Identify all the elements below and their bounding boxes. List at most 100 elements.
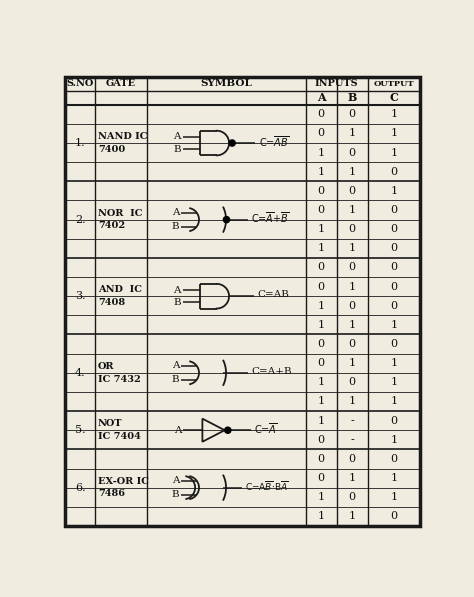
- Text: OUTPUT: OUTPUT: [374, 80, 414, 88]
- Text: 1: 1: [349, 244, 356, 253]
- Text: 0: 0: [318, 435, 325, 445]
- Text: 0: 0: [349, 224, 356, 234]
- Text: B: B: [172, 375, 180, 384]
- Text: 3.: 3.: [75, 291, 85, 301]
- Text: GATE: GATE: [106, 79, 136, 88]
- Text: B: B: [347, 93, 357, 103]
- Text: 0: 0: [318, 263, 325, 272]
- Text: 0: 0: [349, 377, 356, 387]
- Circle shape: [223, 217, 229, 223]
- Text: 1: 1: [391, 473, 398, 483]
- Text: 1: 1: [349, 512, 356, 521]
- Text: 0: 0: [318, 339, 325, 349]
- Text: 4.: 4.: [75, 368, 85, 378]
- Text: 0: 0: [318, 205, 325, 215]
- Text: AND  IC
7408: AND IC 7408: [98, 285, 142, 307]
- Text: INPUTS: INPUTS: [315, 79, 358, 88]
- Text: 0: 0: [318, 473, 325, 483]
- Text: B: B: [173, 144, 181, 153]
- Text: 0: 0: [391, 224, 398, 234]
- Text: 1: 1: [391, 147, 398, 158]
- Text: 0: 0: [318, 128, 325, 139]
- Text: 0: 0: [349, 339, 356, 349]
- Text: 0: 0: [349, 492, 356, 502]
- Text: 0: 0: [318, 109, 325, 119]
- Text: 6.: 6.: [75, 482, 85, 493]
- Circle shape: [229, 140, 235, 146]
- Text: 1: 1: [391, 435, 398, 445]
- Text: 1: 1: [318, 224, 325, 234]
- Text: C=AB: C=AB: [257, 290, 289, 299]
- Text: 1: 1: [318, 320, 325, 330]
- Text: B: B: [173, 298, 181, 307]
- Text: 1: 1: [349, 282, 356, 291]
- Text: 0: 0: [391, 339, 398, 349]
- Text: 1.: 1.: [75, 138, 85, 148]
- Text: B: B: [172, 222, 180, 231]
- Text: 0: 0: [391, 416, 398, 426]
- Text: 1: 1: [349, 205, 356, 215]
- Text: 0: 0: [318, 186, 325, 196]
- Text: B: B: [172, 490, 180, 499]
- Text: A: A: [174, 426, 182, 435]
- Text: 0: 0: [391, 512, 398, 521]
- Text: 0: 0: [349, 109, 356, 119]
- Text: -: -: [350, 416, 354, 426]
- Text: 0: 0: [391, 454, 398, 464]
- Text: 1: 1: [318, 512, 325, 521]
- Text: 1: 1: [391, 396, 398, 407]
- Text: 0: 0: [349, 454, 356, 464]
- Text: SYMBOL: SYMBOL: [201, 79, 252, 88]
- Text: 1: 1: [391, 320, 398, 330]
- Text: 0: 0: [391, 263, 398, 272]
- Text: 1: 1: [391, 109, 398, 119]
- Text: 1: 1: [349, 473, 356, 483]
- Text: C=$\overline{A}$: C=$\overline{A}$: [254, 421, 278, 436]
- Text: 1: 1: [318, 244, 325, 253]
- Text: NOR  IC
7402: NOR IC 7402: [98, 209, 143, 230]
- Text: 1: 1: [391, 128, 398, 139]
- Text: 0: 0: [391, 301, 398, 311]
- Text: 0: 0: [349, 263, 356, 272]
- Text: C=A$\overline{B}$$\cdot$B$\overline{A}$: C=A$\overline{B}$$\cdot$B$\overline{A}$: [245, 479, 288, 493]
- Text: A: A: [172, 361, 180, 370]
- Text: 1: 1: [318, 377, 325, 387]
- Circle shape: [225, 427, 231, 433]
- Text: 1: 1: [391, 377, 398, 387]
- Text: 0: 0: [349, 301, 356, 311]
- Text: 1: 1: [349, 396, 356, 407]
- Text: A: A: [317, 93, 326, 103]
- Text: 1: 1: [391, 186, 398, 196]
- Text: 1: 1: [318, 167, 325, 177]
- Text: 0: 0: [391, 205, 398, 215]
- Text: 1: 1: [318, 396, 325, 407]
- Text: 1: 1: [318, 492, 325, 502]
- Text: 1: 1: [318, 147, 325, 158]
- Text: A: A: [173, 285, 181, 294]
- Text: 1: 1: [349, 128, 356, 139]
- Text: 0: 0: [318, 454, 325, 464]
- Text: NOT
IC 7404: NOT IC 7404: [98, 420, 141, 441]
- Text: NAND IC
7400: NAND IC 7400: [98, 133, 147, 154]
- Text: 0: 0: [349, 147, 356, 158]
- Text: 0: 0: [391, 244, 398, 253]
- Text: S.NO: S.NO: [66, 79, 94, 88]
- Text: 1: 1: [318, 416, 325, 426]
- Text: 1: 1: [349, 167, 356, 177]
- Text: 1: 1: [349, 320, 356, 330]
- Text: C=$\overline{A}$+$\overline{B}$: C=$\overline{A}$+$\overline{B}$: [251, 211, 290, 226]
- Text: A: A: [173, 133, 181, 141]
- Text: 2.: 2.: [75, 214, 85, 224]
- Text: A: A: [172, 208, 180, 217]
- Text: 1: 1: [391, 358, 398, 368]
- Text: 1: 1: [318, 301, 325, 311]
- Text: 0: 0: [349, 186, 356, 196]
- Text: A: A: [172, 476, 180, 485]
- Text: C=$\overline{AB}$: C=$\overline{AB}$: [258, 134, 289, 149]
- Text: 5.: 5.: [75, 425, 85, 435]
- Text: 0: 0: [318, 282, 325, 291]
- Text: -: -: [350, 435, 354, 445]
- Text: 1: 1: [391, 492, 398, 502]
- Text: EX-OR IC
7486: EX-OR IC 7486: [98, 477, 149, 498]
- Text: 0: 0: [318, 358, 325, 368]
